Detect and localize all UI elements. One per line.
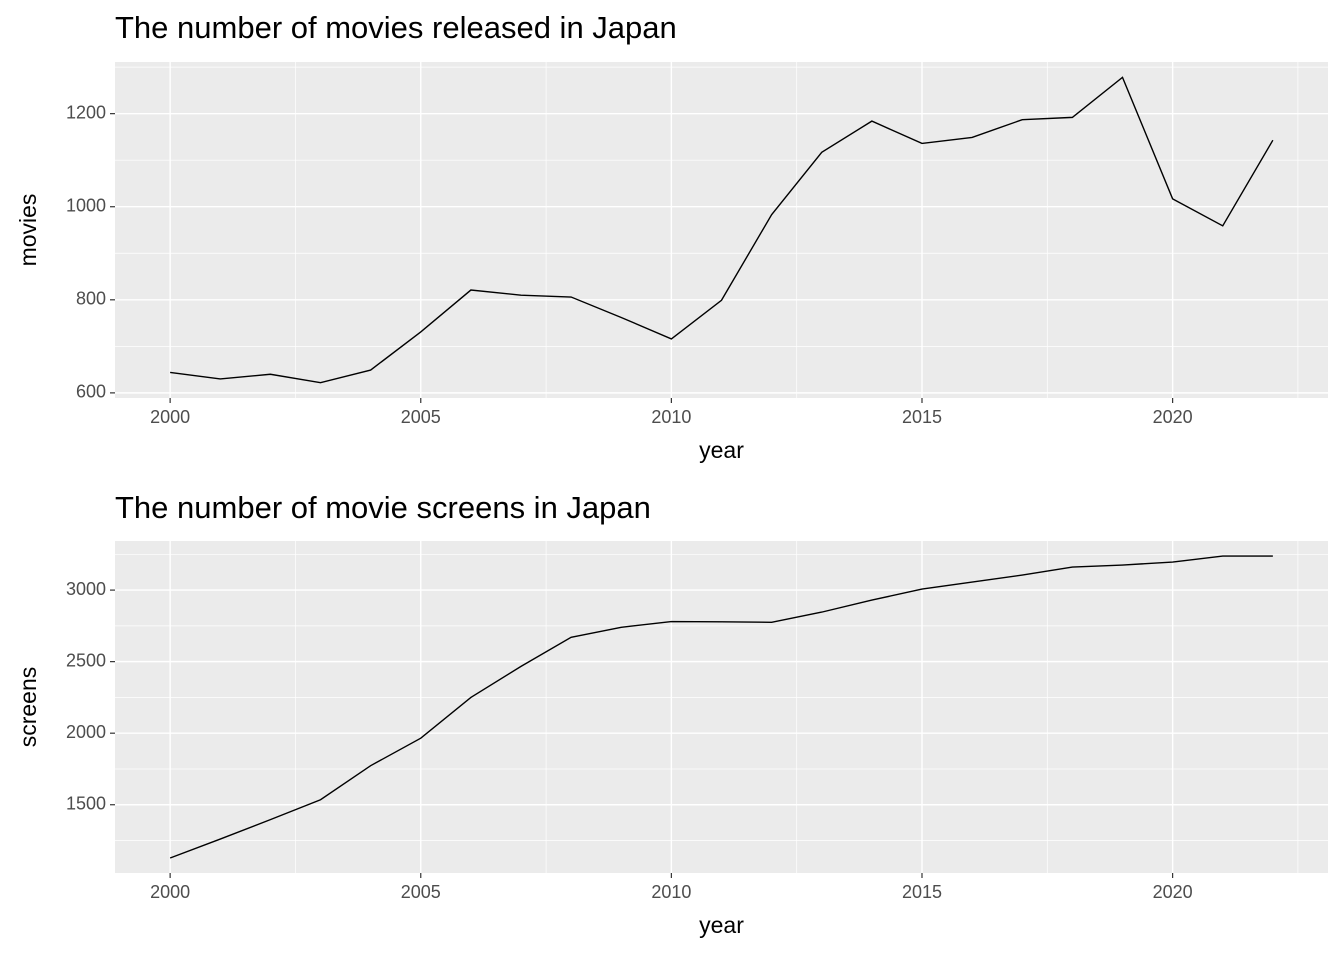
x-tick-label: 2000 [150, 407, 190, 427]
chart-title: The number of movie screens in Japan [115, 490, 651, 525]
y-tick-label: 800 [76, 289, 106, 309]
panel-background [115, 541, 1328, 873]
x-tick-label: 2005 [401, 407, 441, 427]
y-tick-label: 1200 [66, 102, 106, 122]
x-axis-title: year [699, 437, 744, 463]
panel-background [115, 62, 1328, 398]
y-tick-label: 2000 [66, 722, 106, 742]
x-tick-label: 2010 [651, 882, 691, 902]
x-tick-label: 2020 [1153, 407, 1193, 427]
x-tick-label: 2005 [401, 882, 441, 902]
y-tick-label: 600 [76, 382, 106, 402]
y-tick-label: 1500 [66, 793, 106, 813]
x-tick-label: 2000 [150, 882, 190, 902]
y-tick-label: 2500 [66, 650, 106, 670]
y-axis-title: screens [15, 667, 41, 748]
y-tick-label: 3000 [66, 579, 106, 599]
line [169, 555, 1273, 859]
line [170, 76, 1274, 384]
x-tick-label: 2015 [902, 407, 942, 427]
x-tick-label: 2020 [1153, 882, 1193, 902]
x-tick-label: 2010 [651, 407, 691, 427]
x-tick-label: 2015 [902, 882, 942, 902]
y-axis-title: movies [15, 194, 41, 267]
chart-title: The number of movies released in Japan [115, 10, 677, 45]
y-tick-label: 1000 [66, 195, 106, 215]
x-axis-title: year [699, 912, 744, 938]
